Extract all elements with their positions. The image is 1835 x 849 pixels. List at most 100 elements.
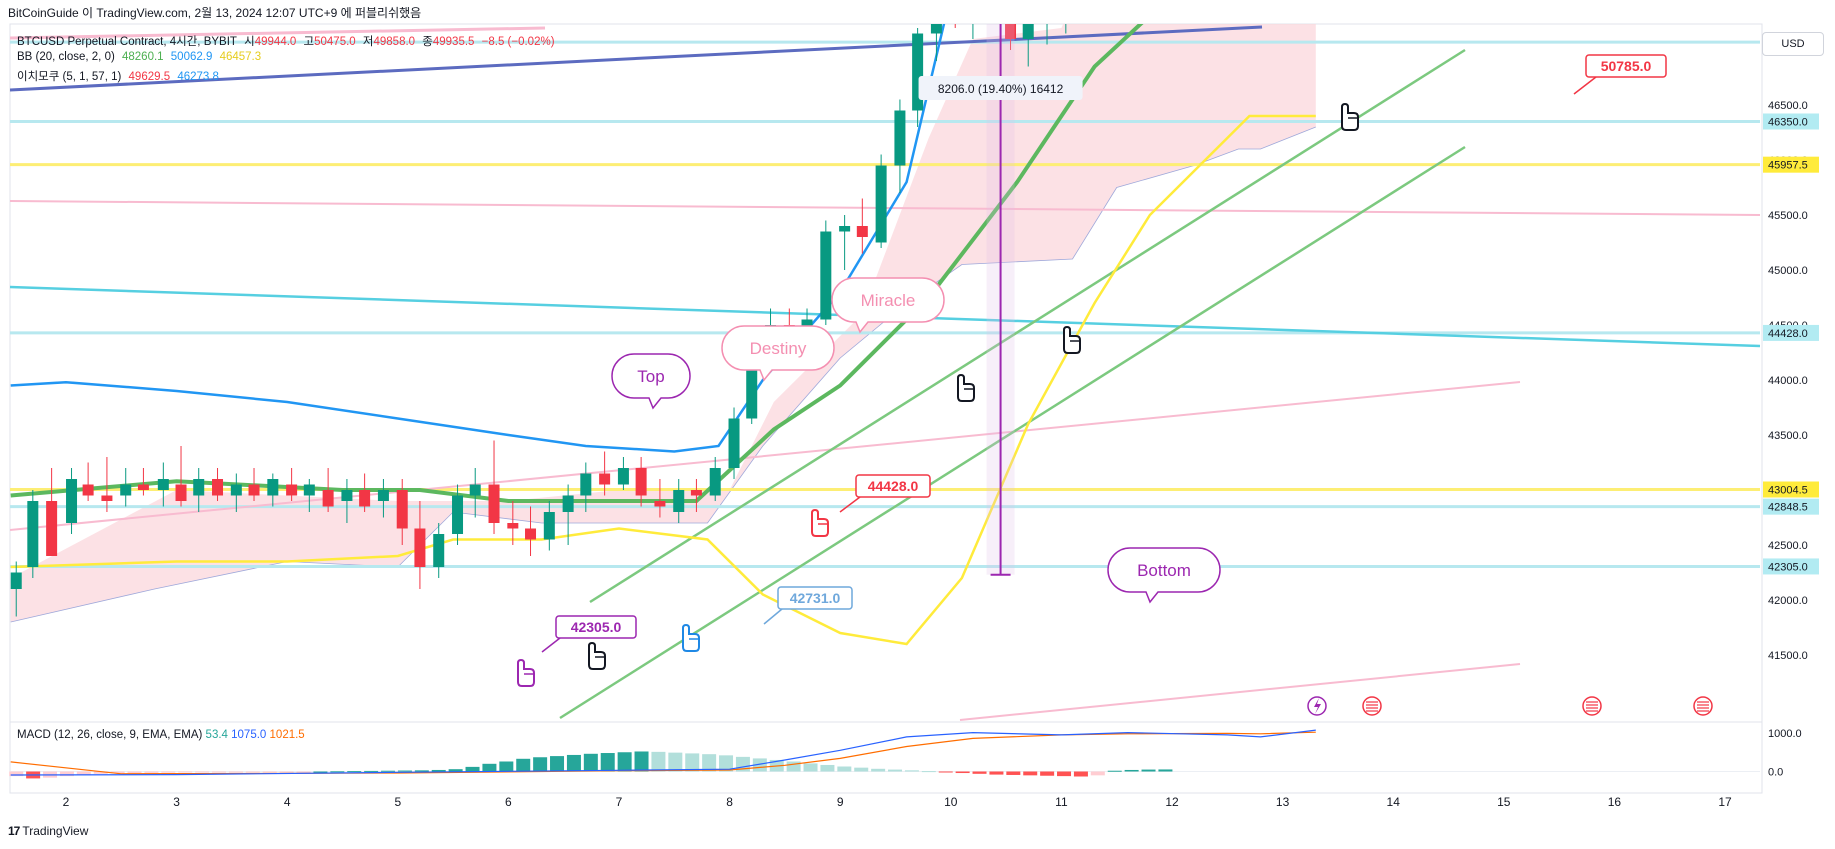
price-tag-44428-pointer — [839, 496, 861, 513]
chart-frame — [9, 23, 1763, 794]
change-value: −8.5 (−0.02%) — [481, 36, 555, 48]
macd-histogram-bar — [1006, 771, 1021, 775]
macd-histogram-bar — [820, 764, 835, 772]
candle — [137, 484, 149, 490]
macd-histogram-bar — [1023, 771, 1038, 776]
time-tick-label: 17 — [1718, 795, 1732, 809]
brand-name: TradingView — [22, 824, 89, 838]
macd-line — [10, 729, 1316, 776]
candle — [322, 490, 334, 507]
candle — [654, 501, 666, 507]
low-value: 49858.0 — [373, 36, 416, 48]
candle — [599, 473, 611, 485]
macd-histogram-bar — [904, 770, 919, 772]
candle — [27, 501, 39, 567]
ichimoku-label[interactable]: 이치모쿠 (5, 1, 57, 1) — [17, 71, 122, 83]
hand-pointer-icon — [1063, 325, 1081, 354]
high-value: 50475.0 — [314, 36, 356, 48]
price-tick-label: 42500.0 — [1768, 540, 1808, 552]
lightning-icon — [1307, 696, 1327, 716]
macd-histogram-bar — [381, 770, 396, 772]
macd-line-value: 1075.0 — [231, 729, 267, 741]
macd-histogram-bar — [1107, 770, 1122, 772]
macd-histogram-bar — [212, 771, 227, 773]
candle — [930, 24, 942, 34]
candle — [635, 468, 647, 496]
us-flag-icon — [1693, 696, 1713, 716]
time-tick-label: 7 — [616, 795, 623, 809]
candle — [359, 490, 371, 507]
legend-symbol-row: BTCUSD Perpetual Contract, 4시간, BYBIT 시 4… — [17, 33, 559, 49]
candle — [967, 6, 978, 17]
callout-destiny-bubble-shape — [721, 325, 835, 382]
price-tick-label: 44000.0 — [1768, 375, 1808, 387]
macd-histogram-bar — [516, 758, 531, 772]
macd-histogram-bar — [127, 771, 142, 774]
callout-miracle-bubble: Miracle — [831, 277, 945, 334]
measure-box — [918, 76, 1083, 100]
macd-histogram-bar — [786, 761, 801, 772]
candle — [912, 33, 924, 111]
candle — [543, 512, 555, 540]
candle — [286, 484, 298, 496]
us-flag-icon — [1362, 696, 1382, 716]
time-tick-label: 12 — [1165, 795, 1179, 809]
trend-line-pink-top — [10, 26, 546, 40]
price-badge-bg — [1763, 324, 1819, 341]
price-axis-badge: 42305.0 — [1763, 558, 1819, 575]
bb-label[interactable]: BB (20, close, 2, 0) — [17, 51, 115, 63]
candle — [488, 484, 500, 523]
candle — [1042, 12, 1053, 23]
macd-histogram-bar — [1057, 771, 1072, 777]
open-label: 시 — [244, 36, 255, 48]
macd-histogram-bar — [1141, 769, 1156, 772]
candle — [746, 341, 758, 419]
legend-ichimoku-row: 이치모쿠 (5, 1, 57, 1) 49629.5 46273.8 — [17, 68, 223, 84]
macd-histogram-bar — [9, 771, 24, 777]
macd-histogram-bar — [76, 771, 91, 775]
hand-pointer-icon-shape — [517, 658, 535, 687]
time-tick-label: 13 — [1276, 795, 1290, 809]
macd-histogram-bar — [803, 763, 818, 772]
price-tag-42305: 42305.0 — [555, 615, 637, 639]
price-tag-42731-label: 42731.0 — [790, 590, 841, 606]
callout-destiny-bubble: Destiny — [721, 325, 835, 382]
hand-pointer-icon-shape — [1341, 102, 1359, 131]
channel-lower — [559, 145, 1466, 720]
hand-pointer-icon-shape — [811, 508, 829, 537]
macd-histogram-bar — [989, 771, 1004, 775]
currency-button[interactable]: USD — [1762, 32, 1824, 56]
macd-label[interactable]: MACD (12, 26, close, 9, EMA, EMA) — [17, 729, 203, 741]
price-badge-bg — [1763, 481, 1819, 498]
macd-tick-label: 1000.0 — [1768, 728, 1802, 740]
callout-bottom-bubble-shape — [1107, 547, 1221, 604]
price-tick-label: 41500.0 — [1768, 650, 1808, 662]
symbol-label[interactable]: BTCUSD Perpetual Contract, 4시간, BYBIT — [17, 36, 237, 48]
price-badge-label: 46350.0 — [1768, 117, 1808, 129]
candle — [175, 484, 187, 501]
macd-histogram-bar — [583, 753, 598, 772]
candle — [617, 468, 629, 485]
candle — [673, 490, 685, 512]
candle — [433, 534, 445, 567]
macd-histogram-bar — [347, 771, 362, 773]
candle — [525, 528, 537, 540]
macd-histogram-bar — [161, 771, 176, 773]
time-tick-label: 4 — [284, 795, 291, 809]
candle — [690, 490, 702, 496]
macd-histogram-bar — [228, 771, 243, 773]
macd-histogram-bar — [144, 771, 159, 773]
macd-histogram-bar — [499, 761, 514, 772]
price-tick-label: 45500.0 — [1768, 210, 1808, 222]
candle — [101, 495, 113, 501]
macd-histogram-bar — [1073, 771, 1088, 777]
macd-histogram-bar — [533, 757, 548, 772]
callout-top-bubble: Top — [611, 353, 691, 410]
candle — [875, 165, 887, 243]
main-pane: 8206.0 (19.40%) 16412 — [10, 6, 1760, 721]
tradingview-logo-icon: 17 — [8, 824, 20, 838]
price-badge-label: 42848.5 — [1768, 502, 1808, 514]
candle — [1022, 24, 1034, 39]
macd-pane: 1000.0 0.0 — [9, 728, 1802, 779]
